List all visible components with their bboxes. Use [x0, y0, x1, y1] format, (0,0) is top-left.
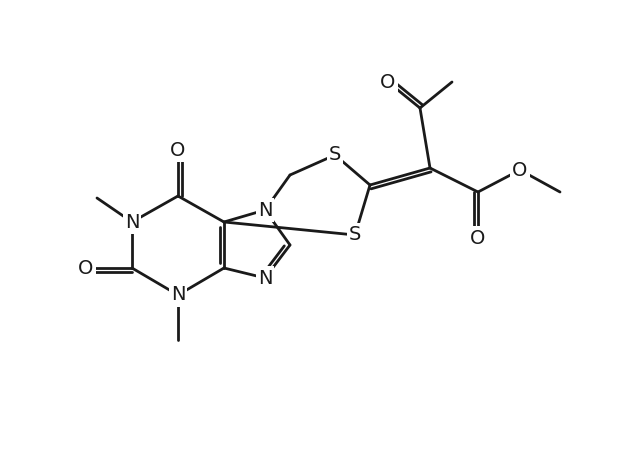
- Text: O: O: [170, 141, 186, 159]
- Text: S: S: [329, 145, 341, 164]
- Text: O: O: [470, 229, 486, 247]
- Text: O: O: [78, 259, 93, 277]
- Text: O: O: [380, 72, 396, 92]
- Text: N: N: [125, 212, 140, 232]
- Text: N: N: [258, 269, 272, 287]
- Text: N: N: [258, 201, 272, 220]
- Text: N: N: [171, 286, 185, 304]
- Text: S: S: [349, 225, 361, 245]
- Text: O: O: [512, 160, 528, 180]
